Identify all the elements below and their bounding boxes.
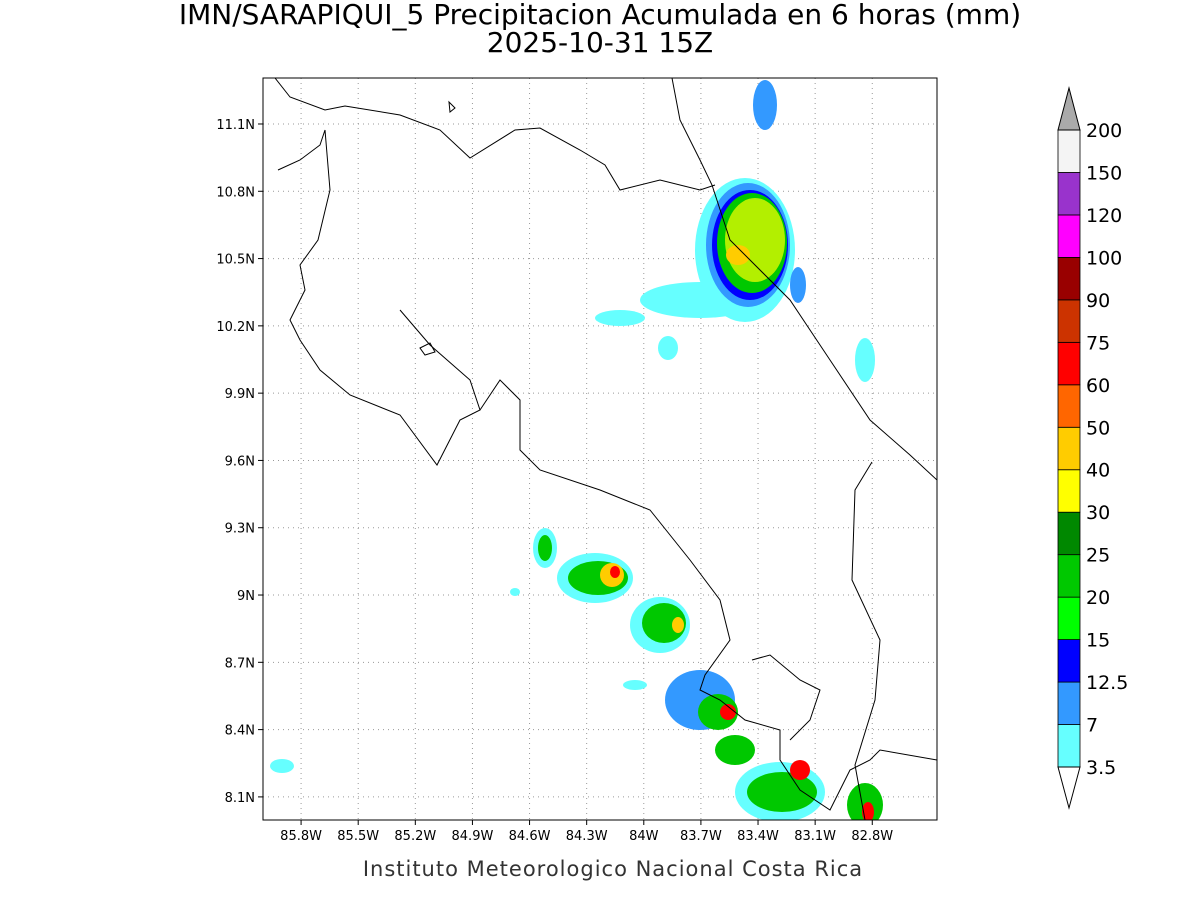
precip-area <box>753 80 777 130</box>
colorbar-segment <box>1057 129 1081 173</box>
title: IMN/SARAPIQUI_5 Precipitacion Acumulada … <box>179 0 1021 31</box>
precip-area <box>610 566 620 578</box>
colorbar-segment <box>1057 724 1081 768</box>
colorbar-label: 60 <box>1086 375 1110 397</box>
precip-area <box>855 338 875 382</box>
colorbar-label: 30 <box>1086 502 1110 524</box>
y-tick-label: 8.4N <box>225 724 255 739</box>
colorbar-label: 20 <box>1086 587 1110 609</box>
x-tick-label: 83.1W <box>794 829 836 844</box>
x-tick-label: 84.6W <box>509 829 551 844</box>
colorbar-segment <box>1057 554 1081 598</box>
colorbar-label: 15 <box>1086 630 1110 652</box>
precip-area <box>747 772 817 812</box>
island <box>448 100 456 113</box>
precip-area <box>720 704 736 720</box>
colorbar-segment <box>1057 681 1081 725</box>
colorbar-segment <box>1057 299 1081 343</box>
colorbar-segment <box>1057 469 1081 513</box>
precip-area <box>595 310 645 326</box>
y-tick-label: 11.1N <box>216 118 255 133</box>
precip-area <box>658 336 678 360</box>
colorbar-label: 12.5 <box>1086 672 1128 694</box>
y-tick-label: 9.9N <box>225 387 255 402</box>
colorbar-label: 75 <box>1086 332 1110 354</box>
colorbar-label: 25 <box>1086 545 1110 567</box>
coastline <box>751 654 821 741</box>
subtitle: 2025-10-31 15Z <box>487 26 713 59</box>
y-tick-label: 10.8N <box>216 185 255 200</box>
colorbar-segment <box>1057 341 1081 386</box>
coastlines <box>274 78 937 820</box>
x-tick-label: 85.8W <box>280 829 322 844</box>
coastline <box>851 461 881 820</box>
precip-area <box>862 802 874 820</box>
colorbar-segment <box>1057 256 1081 301</box>
colorbar-label: 120 <box>1086 205 1122 227</box>
colorbar-label: 7 <box>1086 715 1098 737</box>
grid <box>263 78 937 820</box>
colorbar-segment <box>1057 426 1081 471</box>
precip-area <box>790 760 810 780</box>
precip-area <box>672 617 684 633</box>
y-tick-label: 9N <box>237 589 255 604</box>
precip-area <box>698 694 738 730</box>
footer: Instituto Meteorologico Nacional Costa R… <box>363 857 863 881</box>
precip-area <box>847 783 883 820</box>
precip-area <box>538 535 552 561</box>
colorbar-over <box>1057 86 1081 131</box>
precip-area <box>270 759 294 773</box>
map-frame <box>262 77 938 821</box>
colorbar-label: 90 <box>1086 290 1110 312</box>
x-tick-label: 85.2W <box>394 829 436 844</box>
coastline <box>479 379 937 811</box>
x-tick-label: 84.9W <box>452 829 494 844</box>
y-tick-label: 8.1N <box>225 791 255 806</box>
precip-area <box>790 267 806 303</box>
colorbar-label: 40 <box>1086 460 1110 482</box>
colorbar-label: 200 <box>1086 120 1122 142</box>
precip-area <box>715 735 755 765</box>
precip-area <box>623 680 647 690</box>
y-tick-label: 10.2N <box>216 320 255 335</box>
y-tick-label: 10.5N <box>216 253 255 268</box>
colorbar-segment <box>1057 384 1081 428</box>
colorbar-segment <box>1057 511 1081 556</box>
colorbar-label: 3.5 <box>1086 757 1116 779</box>
precip-area <box>642 603 686 643</box>
axis-ticks: 85.8W 85.5W 85.2W 84.9W 84.6W 84.3W 84W 83.7W 83… <box>216 118 893 844</box>
island <box>419 342 436 356</box>
colorbar-label: 150 <box>1086 162 1122 184</box>
x-tick-label: 85.5W <box>337 829 379 844</box>
precip-area <box>725 198 785 282</box>
y-tick-label: 8.7N <box>225 656 255 671</box>
colorbar-segment <box>1057 214 1081 258</box>
x-tick-label: 82.8W <box>851 829 893 844</box>
x-tick-label: 83.4W <box>737 829 779 844</box>
precip-area <box>726 245 750 265</box>
colorbar-label: 100 <box>1086 247 1122 269</box>
colorbar-segment <box>1057 596 1081 641</box>
colorbar-under <box>1057 766 1081 810</box>
precip-field <box>270 80 883 820</box>
coastline <box>277 129 481 466</box>
colorbar-segment <box>1057 172 1081 216</box>
coastline <box>671 78 937 481</box>
colorbar-label: 50 <box>1086 417 1110 439</box>
colorbar-segment <box>1057 639 1081 683</box>
colorbar: 3.5 7 12.5 15 20 25 30 40 50 60 75 90 100 120 150 200 <box>1057 86 1128 810</box>
precip-area <box>510 588 520 596</box>
x-tick-label: 83.7W <box>680 829 722 844</box>
y-tick-label: 9.3N <box>225 522 255 537</box>
coastline <box>274 78 716 191</box>
x-tick-label: 84W <box>629 829 659 844</box>
y-tick-label: 9.6N <box>225 454 255 469</box>
x-tick-label: 84.3W <box>566 829 608 844</box>
